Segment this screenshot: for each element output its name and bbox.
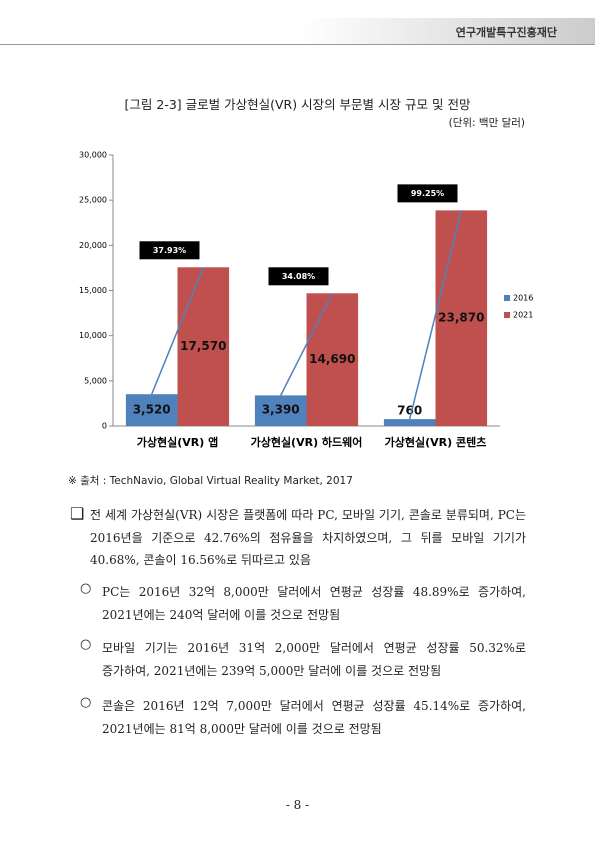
annotation-box [139,241,200,260]
value-label: 760 [397,404,422,418]
growth-arrow [151,267,204,395]
annotation: 34.08% [282,272,315,281]
y-tick-label: 15,000 [79,286,107,295]
y-tick-label: 20,000 [79,241,107,250]
bullet-marker: ○ [80,695,92,710]
annotation-box [397,184,458,203]
y-tick-label: 5,000 [84,376,107,385]
growth-arrow [408,210,463,420]
header-org: 연구개발특구진흥재단 [455,26,557,39]
bar [306,293,359,426]
annotation: 37.93% [153,246,186,255]
x-tick-label: 가상현실(VR) 하드웨어 [251,435,363,449]
bullet-text: 콘솔은 2016년 12억 7,000만 달러에서 연평균 성장률 45.14%… [102,699,526,736]
y-tick-label: 30,000 [79,151,107,160]
x-tick-label: 가상현실(VR) 콘텐츠 [385,435,487,449]
figure-unit: (단위: 백만 달러) [448,117,525,129]
bar [254,395,307,426]
page-number: - 8 - [285,798,310,812]
header-rule [0,44,595,45]
growth-arrow [280,292,333,396]
figure-title: [그림 2-3] 글로벌 가상현실(VR) 시장의 부문별 시장 규모 및 전망 [124,97,471,112]
legend-label: 2016 [513,294,533,303]
legend-label: 2021 [513,311,533,320]
bar [125,394,178,426]
header-band [300,18,595,44]
bullet-text: 모바일 기기는 2016년 31억 2,000만 달러에서 연평균 성장률 50… [102,641,526,678]
figure-source: ※ 출처 : TechNavio, Global Virtual Reality… [68,475,353,487]
bar [383,419,436,426]
bullet-marker: ○ [80,581,92,596]
bullet-text: PC는 2016년 32억 8,000만 달러에서 연평균 성장률 48.89%… [102,585,526,622]
bullet-marker: ○ [80,637,92,652]
y-tick-label: 10,000 [79,331,107,340]
y-tick-label: 25,000 [79,196,107,205]
legend-swatch [504,295,510,301]
annotation: 99.25% [411,189,444,198]
y-tick-label: 0 [102,422,107,431]
value-label: 3,520 [133,403,171,417]
value-label: 17,570 [180,339,226,353]
annotation-box [268,267,329,286]
main-marker: ❑ [70,504,85,523]
value-label: 14,690 [309,352,355,366]
value-label: 23,870 [438,311,484,325]
x-tick-label: 가상현실(VR) 앱 [137,435,218,449]
value-label: 3,390 [262,403,300,417]
bar [435,210,488,426]
legend-swatch [504,312,510,318]
main-text: 전 세계 가상현실(VR) 시장은 플랫폼에 따라 PC, 모바일 기기, 콘솔… [90,508,526,567]
bar [177,267,230,426]
